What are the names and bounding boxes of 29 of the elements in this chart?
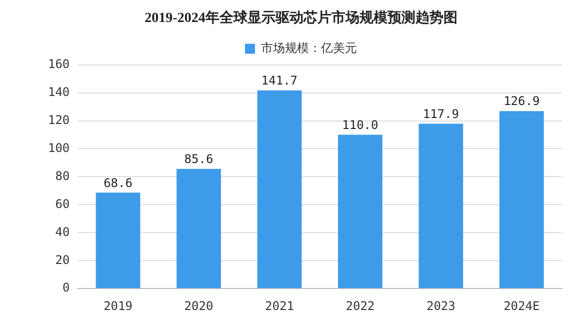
bar [338, 134, 382, 288]
x-tick-label: 2023 [426, 298, 456, 313]
legend-label: 市场规模：亿美元 [261, 40, 357, 55]
bar [257, 90, 302, 288]
y-tick-label: 40 [55, 224, 70, 239]
x-tick-label: 2021 [265, 298, 294, 313]
data-label: 117.9 [422, 106, 459, 121]
y-tick-label: 60 [55, 196, 70, 211]
y-tick-label: 120 [48, 112, 70, 127]
bar [418, 124, 464, 288]
data-label: 141.7 [261, 74, 298, 88]
data-label: 126.9 [504, 94, 540, 108]
x-tick-label: 2019 [104, 298, 132, 313]
x-tick-label: 2022 [346, 298, 375, 313]
y-tick-label: 140 [48, 84, 70, 99]
y-tick-label: 100 [48, 140, 70, 155]
bar [176, 168, 221, 288]
data-label: 68.6 [104, 176, 132, 190]
chart-title: 2019-2024年全球显示驱动芯片市场规模预测趋势图 [144, 9, 458, 26]
y-tick-label: 80 [55, 168, 70, 183]
y-tick-label: 160 [48, 56, 70, 71]
data-label: 85.6 [184, 152, 214, 166]
data-label: 110.0 [342, 118, 378, 132]
x-tick-label: 2024E [504, 298, 540, 313]
bar [96, 192, 140, 288]
bar [499, 111, 544, 288]
x-tick-label: 2020 [184, 298, 214, 313]
y-tick-label: 0 [62, 280, 70, 295]
y-tick-label: 20 [55, 252, 70, 267]
